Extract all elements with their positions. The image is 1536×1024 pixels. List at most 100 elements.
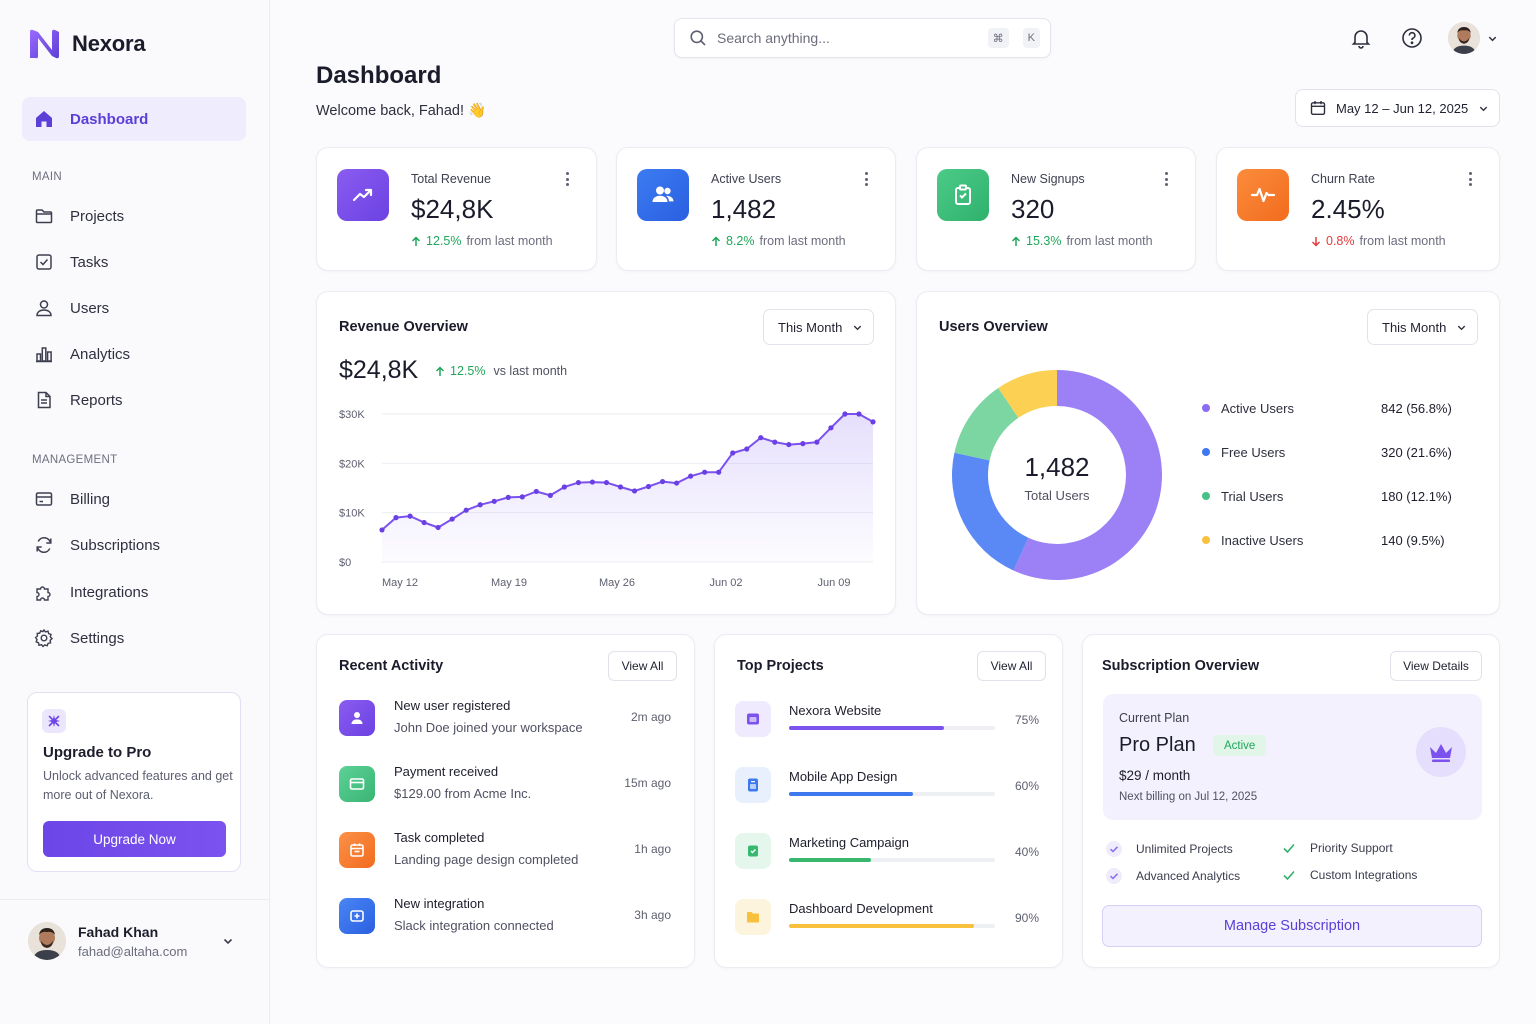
bell-icon[interactable] (1350, 27, 1372, 49)
users-overview-card: Users Overview This Month 1,482 Total Us… (916, 291, 1500, 615)
view-all-button[interactable]: View All (977, 651, 1046, 681)
user-profile[interactable]: Fahad Khan fahad@altaha.com (0, 899, 269, 984)
data-point[interactable] (561, 484, 567, 490)
legend-value: 140 (9.5%) (1381, 532, 1445, 548)
data-point[interactable] (533, 488, 539, 495)
data-point[interactable] (393, 515, 399, 521)
data-point[interactable] (758, 435, 764, 441)
donut-center-label: Total Users (1024, 488, 1090, 503)
manage-subscription-button[interactable]: Manage Subscription (1102, 905, 1482, 947)
data-point[interactable] (688, 473, 694, 479)
help-icon[interactable] (1401, 27, 1423, 49)
period-select[interactable]: This Month (763, 309, 874, 345)
data-point[interactable] (463, 507, 469, 513)
sidebar-item-billing[interactable]: Billing (22, 479, 246, 519)
view-all-button[interactable]: View All (608, 651, 677, 681)
brand[interactable]: Nexora (28, 28, 146, 60)
data-point[interactable] (674, 480, 680, 486)
donut-slice-free-users[interactable] (952, 452, 1029, 571)
search-bar[interactable]: Search anything... ⌘ K (674, 18, 1051, 58)
legend-label: Trial Users (1221, 488, 1284, 504)
data-point[interactable] (603, 479, 610, 486)
project-item[interactable]: Mobile App Design 60% (735, 767, 1041, 811)
sidebar-item-subscriptions[interactable]: Subscriptions (22, 525, 246, 565)
sidebar-item-projects[interactable]: Projects (22, 196, 246, 236)
data-point[interactable] (435, 524, 441, 531)
data-point[interactable] (505, 494, 511, 500)
project-item[interactable]: Dashboard Development 90% (735, 899, 1041, 943)
data-point[interactable] (617, 484, 624, 490)
welcome-message: Welcome back, Fahad! 👋 (316, 103, 487, 119)
arrow-up-icon (411, 235, 421, 247)
donut-slice-trial-users[interactable] (954, 387, 1019, 461)
project-name: Mobile App Design (789, 769, 898, 784)
period-select[interactable]: This Month (1367, 309, 1478, 345)
sidebar-item-label: Projects (70, 207, 125, 225)
sidebar-item-label: Billing (70, 490, 111, 508)
data-point[interactable] (407, 513, 413, 519)
legend-dot (1202, 536, 1210, 544)
data-point[interactable] (716, 469, 722, 475)
data-point[interactable] (870, 419, 876, 425)
data-point[interactable] (744, 446, 750, 452)
data-point[interactable] (547, 492, 553, 498)
data-point[interactable] (814, 439, 820, 445)
data-point[interactable] (702, 469, 708, 475)
project-item[interactable]: Marketing Campaign 40% (735, 833, 1041, 877)
data-point[interactable] (842, 411, 848, 417)
revenue-chart: $0 $10K $20K $30K May 12 May 19 May 26 Jun 02 Ju… (339, 409, 876, 589)
data-point[interactable] (772, 439, 778, 445)
sidebar-item-integrations[interactable]: Integrations (22, 572, 246, 612)
data-point[interactable] (828, 425, 834, 431)
search-input[interactable]: Search anything... (717, 30, 830, 46)
sidebar-item-tasks[interactable]: Tasks (22, 242, 246, 282)
data-point[interactable] (421, 519, 427, 526)
donut-slice-inactive-users[interactable] (998, 370, 1057, 418)
data-point[interactable] (800, 441, 806, 447)
activity-item[interactable]: New integration Slack integration connec… (337, 896, 673, 940)
feature-label: Advanced Analytics (1136, 869, 1241, 883)
view-details-button[interactable]: View Details (1390, 651, 1482, 681)
more-options-icon[interactable] (560, 170, 574, 188)
data-point[interactable] (786, 441, 792, 448)
data-point[interactable] (856, 411, 862, 417)
sidebar-item-analytics[interactable]: Analytics (22, 334, 246, 374)
data-point[interactable] (659, 478, 666, 485)
data-point[interactable] (449, 516, 455, 522)
data-point[interactable] (589, 479, 596, 485)
data-point[interactable] (575, 479, 581, 486)
activity-item[interactable]: Payment received $129.00 from Acme Inc. … (337, 764, 673, 808)
sidebar-item-reports[interactable]: Reports (22, 380, 246, 420)
sidebar-item-settings[interactable]: Settings (22, 618, 246, 658)
data-point[interactable] (519, 494, 525, 500)
donut-slice-active-users[interactable] (1013, 370, 1162, 580)
shortcut-mod-key: ⌘ (987, 28, 1009, 48)
data-point[interactable] (645, 483, 652, 490)
project-item[interactable]: Nexora Website 75% (735, 701, 1041, 745)
sidebar-item-users[interactable]: Users (22, 288, 246, 328)
sidebar-item-label: Subscriptions (70, 536, 161, 554)
data-point[interactable] (379, 527, 385, 533)
legend-dot (1202, 404, 1210, 412)
header-avatar[interactable] (1448, 22, 1480, 54)
activity-time: 2m ago (630, 710, 671, 724)
date-range-picker[interactable]: May 12 – Jun 12, 2025 (1295, 89, 1500, 127)
upgrade-now-button[interactable]: Upgrade Now (43, 821, 226, 857)
activity-title: New integration (394, 896, 485, 911)
activity-item[interactable]: New user registered John Doe joined your… (337, 698, 673, 742)
folder-icon (735, 899, 771, 935)
sidebar-item-label: Tasks (70, 253, 109, 271)
data-point[interactable] (491, 498, 497, 504)
data-point[interactable] (631, 488, 638, 494)
check-icon (1282, 841, 1296, 855)
more-options-icon[interactable] (1463, 170, 1477, 188)
sidebar-item-dashboard[interactable]: Dashboard (22, 97, 246, 141)
data-point[interactable] (477, 502, 483, 508)
activity-item[interactable]: Task completed Landing page design compl… (337, 830, 673, 874)
more-options-icon[interactable] (1159, 170, 1173, 188)
chevron-down-icon[interactable] (222, 935, 234, 947)
more-options-icon[interactable] (859, 170, 873, 188)
project-progress-bar (789, 726, 944, 730)
data-point[interactable] (730, 450, 736, 456)
chevron-down-icon[interactable] (1487, 33, 1498, 44)
